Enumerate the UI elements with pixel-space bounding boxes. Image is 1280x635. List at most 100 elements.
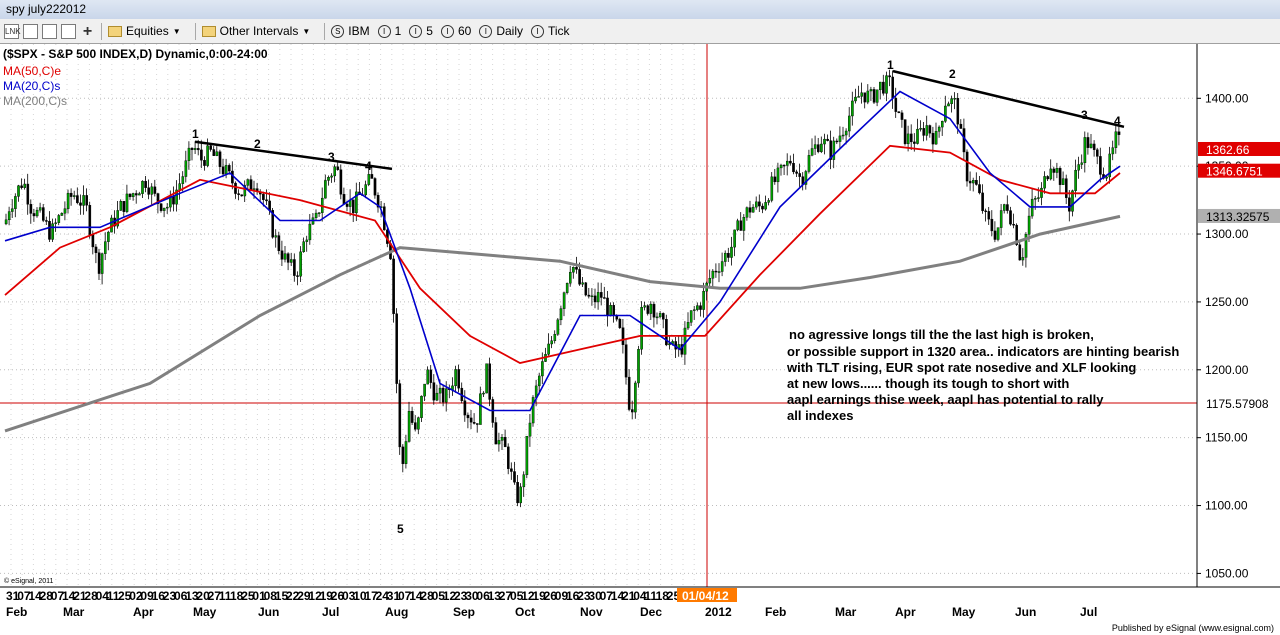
candle <box>531 397 535 424</box>
candle <box>172 196 175 205</box>
candle <box>714 270 718 273</box>
candle <box>600 292 603 298</box>
candle <box>522 474 526 488</box>
x-month-label: Aug <box>385 605 408 619</box>
candle <box>305 239 309 242</box>
candle <box>26 183 30 205</box>
intervals-label: Other Intervals <box>219 24 299 38</box>
x-tick-label: 14 <box>62 589 76 603</box>
candle <box>857 96 860 98</box>
x-tick-label: 05 <box>510 589 524 603</box>
y-tick-label: 1100.00 <box>1205 499 1248 513</box>
x-month-label: Mar <box>835 605 857 619</box>
candle <box>742 217 746 231</box>
candle <box>897 111 901 114</box>
candle <box>7 211 11 221</box>
trendline <box>194 140 393 171</box>
candle <box>934 131 938 145</box>
price-tags: 1362.66 1346.6751 1313.32575 1175.57908 <box>1198 141 1280 411</box>
toolbar-separator <box>324 22 326 40</box>
candle <box>767 200 770 203</box>
candle <box>1074 169 1077 191</box>
candle <box>981 192 984 212</box>
candle <box>603 297 606 299</box>
candle <box>128 193 132 198</box>
caret-down-icon: ▼ <box>302 26 311 36</box>
candle <box>457 369 461 389</box>
candle <box>407 411 411 442</box>
candle <box>640 306 643 350</box>
x-tick-label: 25 <box>118 589 132 603</box>
x-month-label: May <box>952 605 976 619</box>
x-month-label: Feb <box>765 605 786 619</box>
add-icon[interactable]: + <box>82 22 93 40</box>
candle <box>631 409 634 413</box>
time-axis: 3107142807142128041125020916230613202711… <box>6 588 1097 619</box>
candle <box>51 223 54 240</box>
candle <box>841 134 845 137</box>
candle <box>683 327 687 355</box>
candle <box>609 305 612 317</box>
candle <box>392 258 395 314</box>
candle <box>1003 204 1006 211</box>
candle <box>178 183 182 191</box>
candle <box>488 363 492 400</box>
candle <box>4 219 8 225</box>
interval-button-60[interactable]: I 60 <box>440 24 471 38</box>
candle <box>906 133 910 145</box>
candle <box>14 196 17 209</box>
symbol-button-ibm[interactable]: S IBM <box>331 24 370 38</box>
candle <box>463 400 467 416</box>
candle <box>110 217 113 233</box>
candle <box>655 316 659 319</box>
x-tick-label: 12 <box>443 589 457 603</box>
x-tick-label: 02 <box>129 589 143 603</box>
candle <box>1006 204 1009 211</box>
x-month-label: Apr <box>133 605 154 619</box>
x-tick-label: 01 <box>252 589 266 603</box>
x-month-label: Jul <box>322 605 339 619</box>
candle <box>144 180 147 188</box>
candle <box>510 468 513 472</box>
x-tick-label: 16 <box>152 589 166 603</box>
intervals-dropdown[interactable]: Other Intervals ▼ <box>201 24 311 38</box>
equities-dropdown[interactable]: Equities ▼ <box>108 24 181 38</box>
wave-label: 3 <box>1081 108 1088 122</box>
candle <box>999 210 1003 228</box>
candle <box>88 205 92 235</box>
save-icon[interactable] <box>23 23 38 39</box>
candle <box>333 166 337 177</box>
candle <box>91 234 95 248</box>
candle <box>807 155 811 172</box>
interval-button-daily[interactable]: I Daily <box>479 24 523 38</box>
candle <box>745 207 749 218</box>
candle <box>370 174 374 179</box>
candle <box>956 98 960 125</box>
link-icon[interactable]: LNK <box>4 23 21 39</box>
candle <box>445 388 448 403</box>
copy-icon[interactable] <box>42 23 57 39</box>
candle <box>972 180 975 184</box>
candle <box>649 303 653 314</box>
annotation-line: or possible support in 1320 area.. indic… <box>787 344 1179 359</box>
candle <box>851 100 854 117</box>
interval-button-tick[interactable]: I Tick <box>531 24 570 38</box>
candle <box>466 414 470 419</box>
candle <box>860 92 863 97</box>
candle <box>916 128 919 144</box>
candle <box>227 165 231 172</box>
candle <box>29 204 33 214</box>
candle <box>1071 190 1074 212</box>
candle <box>454 369 457 387</box>
candle <box>1108 153 1111 178</box>
x-tick-label: 14 <box>28 589 42 603</box>
candle <box>38 207 42 211</box>
candle <box>32 213 36 217</box>
chart-props-icon[interactable] <box>61 23 76 39</box>
candle <box>804 171 808 185</box>
candle <box>159 203 163 211</box>
interval-icon: I <box>409 24 423 38</box>
